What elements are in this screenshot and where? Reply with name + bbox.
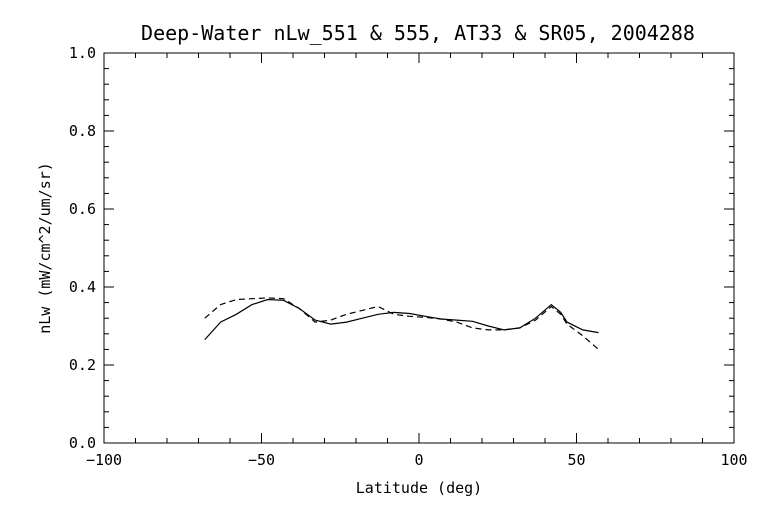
y-tick-label: 0.2 (69, 356, 96, 374)
y-tick-label: 0.8 (69, 122, 96, 140)
series-layer (204, 297, 599, 350)
y-tick-label: 0.6 (69, 200, 96, 218)
x-tick-label: 0 (414, 451, 423, 469)
series-line-solid (204, 298, 599, 341)
y-tick-label: 0.0 (69, 434, 96, 452)
x-axis-label: Latitude (deg) (356, 479, 482, 497)
x-tick-label: −50 (248, 451, 275, 469)
chart-title: Deep-Water nLw_551 & 555, AT33 & SR05, 2… (141, 21, 695, 45)
y-tick-labels: 0.0 0.2 0.4 0.6 0.8 1.0 (69, 44, 96, 452)
axis-ticks (103, 52, 735, 444)
x-tick-label: −100 (86, 451, 122, 469)
y-tick-label: 0.4 (69, 278, 96, 296)
series-line-dashed (204, 297, 599, 350)
x-tick-label: 100 (720, 451, 747, 469)
plot-frame (103, 52, 735, 444)
y-axis-label: nLw (mW/cm^2/um/sr) (36, 162, 54, 334)
x-tick-labels: −100 −50 0 50 100 (86, 451, 748, 469)
y-tick-label: 1.0 (69, 44, 96, 62)
x-tick-label: 50 (567, 451, 585, 469)
